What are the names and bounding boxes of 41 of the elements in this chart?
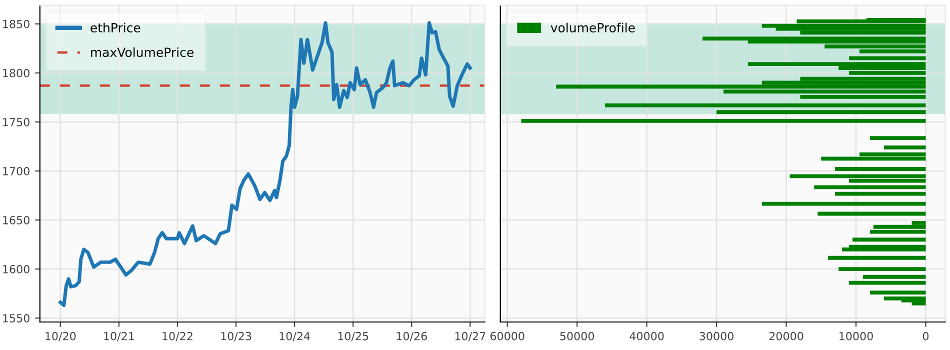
- x-tick-label: 10/25: [338, 332, 368, 342]
- x-tick-label: 10/21: [104, 332, 134, 342]
- bar: [862, 274, 926, 279]
- y-tick-label: 1650: [3, 216, 30, 224]
- bar: [849, 56, 926, 60]
- bar: [835, 167, 926, 171]
- x-tick-label: 10/24: [280, 332, 310, 342]
- bar: [884, 145, 926, 150]
- bar: [852, 238, 926, 242]
- bar: [838, 267, 926, 272]
- y-tick-label: 1750: [3, 118, 30, 126]
- x-tick-label: 10/27: [455, 332, 486, 342]
- bar: [870, 136, 926, 140]
- x-tick-label: 10/22: [162, 332, 192, 342]
- x-tick-label: 30000: [700, 332, 734, 340]
- y-tick-label: 1600: [3, 265, 30, 274]
- legend-label: maxVolumePrice: [91, 47, 194, 58]
- y-tick-label: 1800: [3, 68, 30, 78]
- bar: [828, 256, 926, 260]
- bar: [521, 119, 926, 123]
- x-tick-label: 0: [922, 332, 929, 340]
- x-tick-label: 20000: [769, 332, 804, 340]
- y-tick-label: 1700: [3, 166, 30, 176]
- bar: [716, 110, 926, 114]
- x-tick-label: 10/23: [221, 332, 252, 342]
- bar: [748, 62, 926, 66]
- legend-label: volumeProfile: [550, 22, 635, 32]
- x-tick-label: 10000: [840, 332, 873, 340]
- bar: [870, 290, 926, 295]
- bar: [790, 174, 926, 178]
- bar: [814, 185, 926, 190]
- bar: [762, 202, 926, 206]
- legend-label: ethPrice: [90, 22, 140, 32]
- x-tick-label: 10/20: [46, 332, 76, 342]
- x-tick-label: 60000: [490, 332, 524, 340]
- y-tick-label: 1550: [3, 314, 30, 322]
- x-tick-label: 50000: [560, 332, 594, 340]
- x-tick-label: 10/26: [396, 332, 427, 342]
- x-tick-label: 40000: [630, 332, 664, 340]
- y-tick-label: 1850: [3, 20, 30, 28]
- bar: [835, 192, 926, 196]
